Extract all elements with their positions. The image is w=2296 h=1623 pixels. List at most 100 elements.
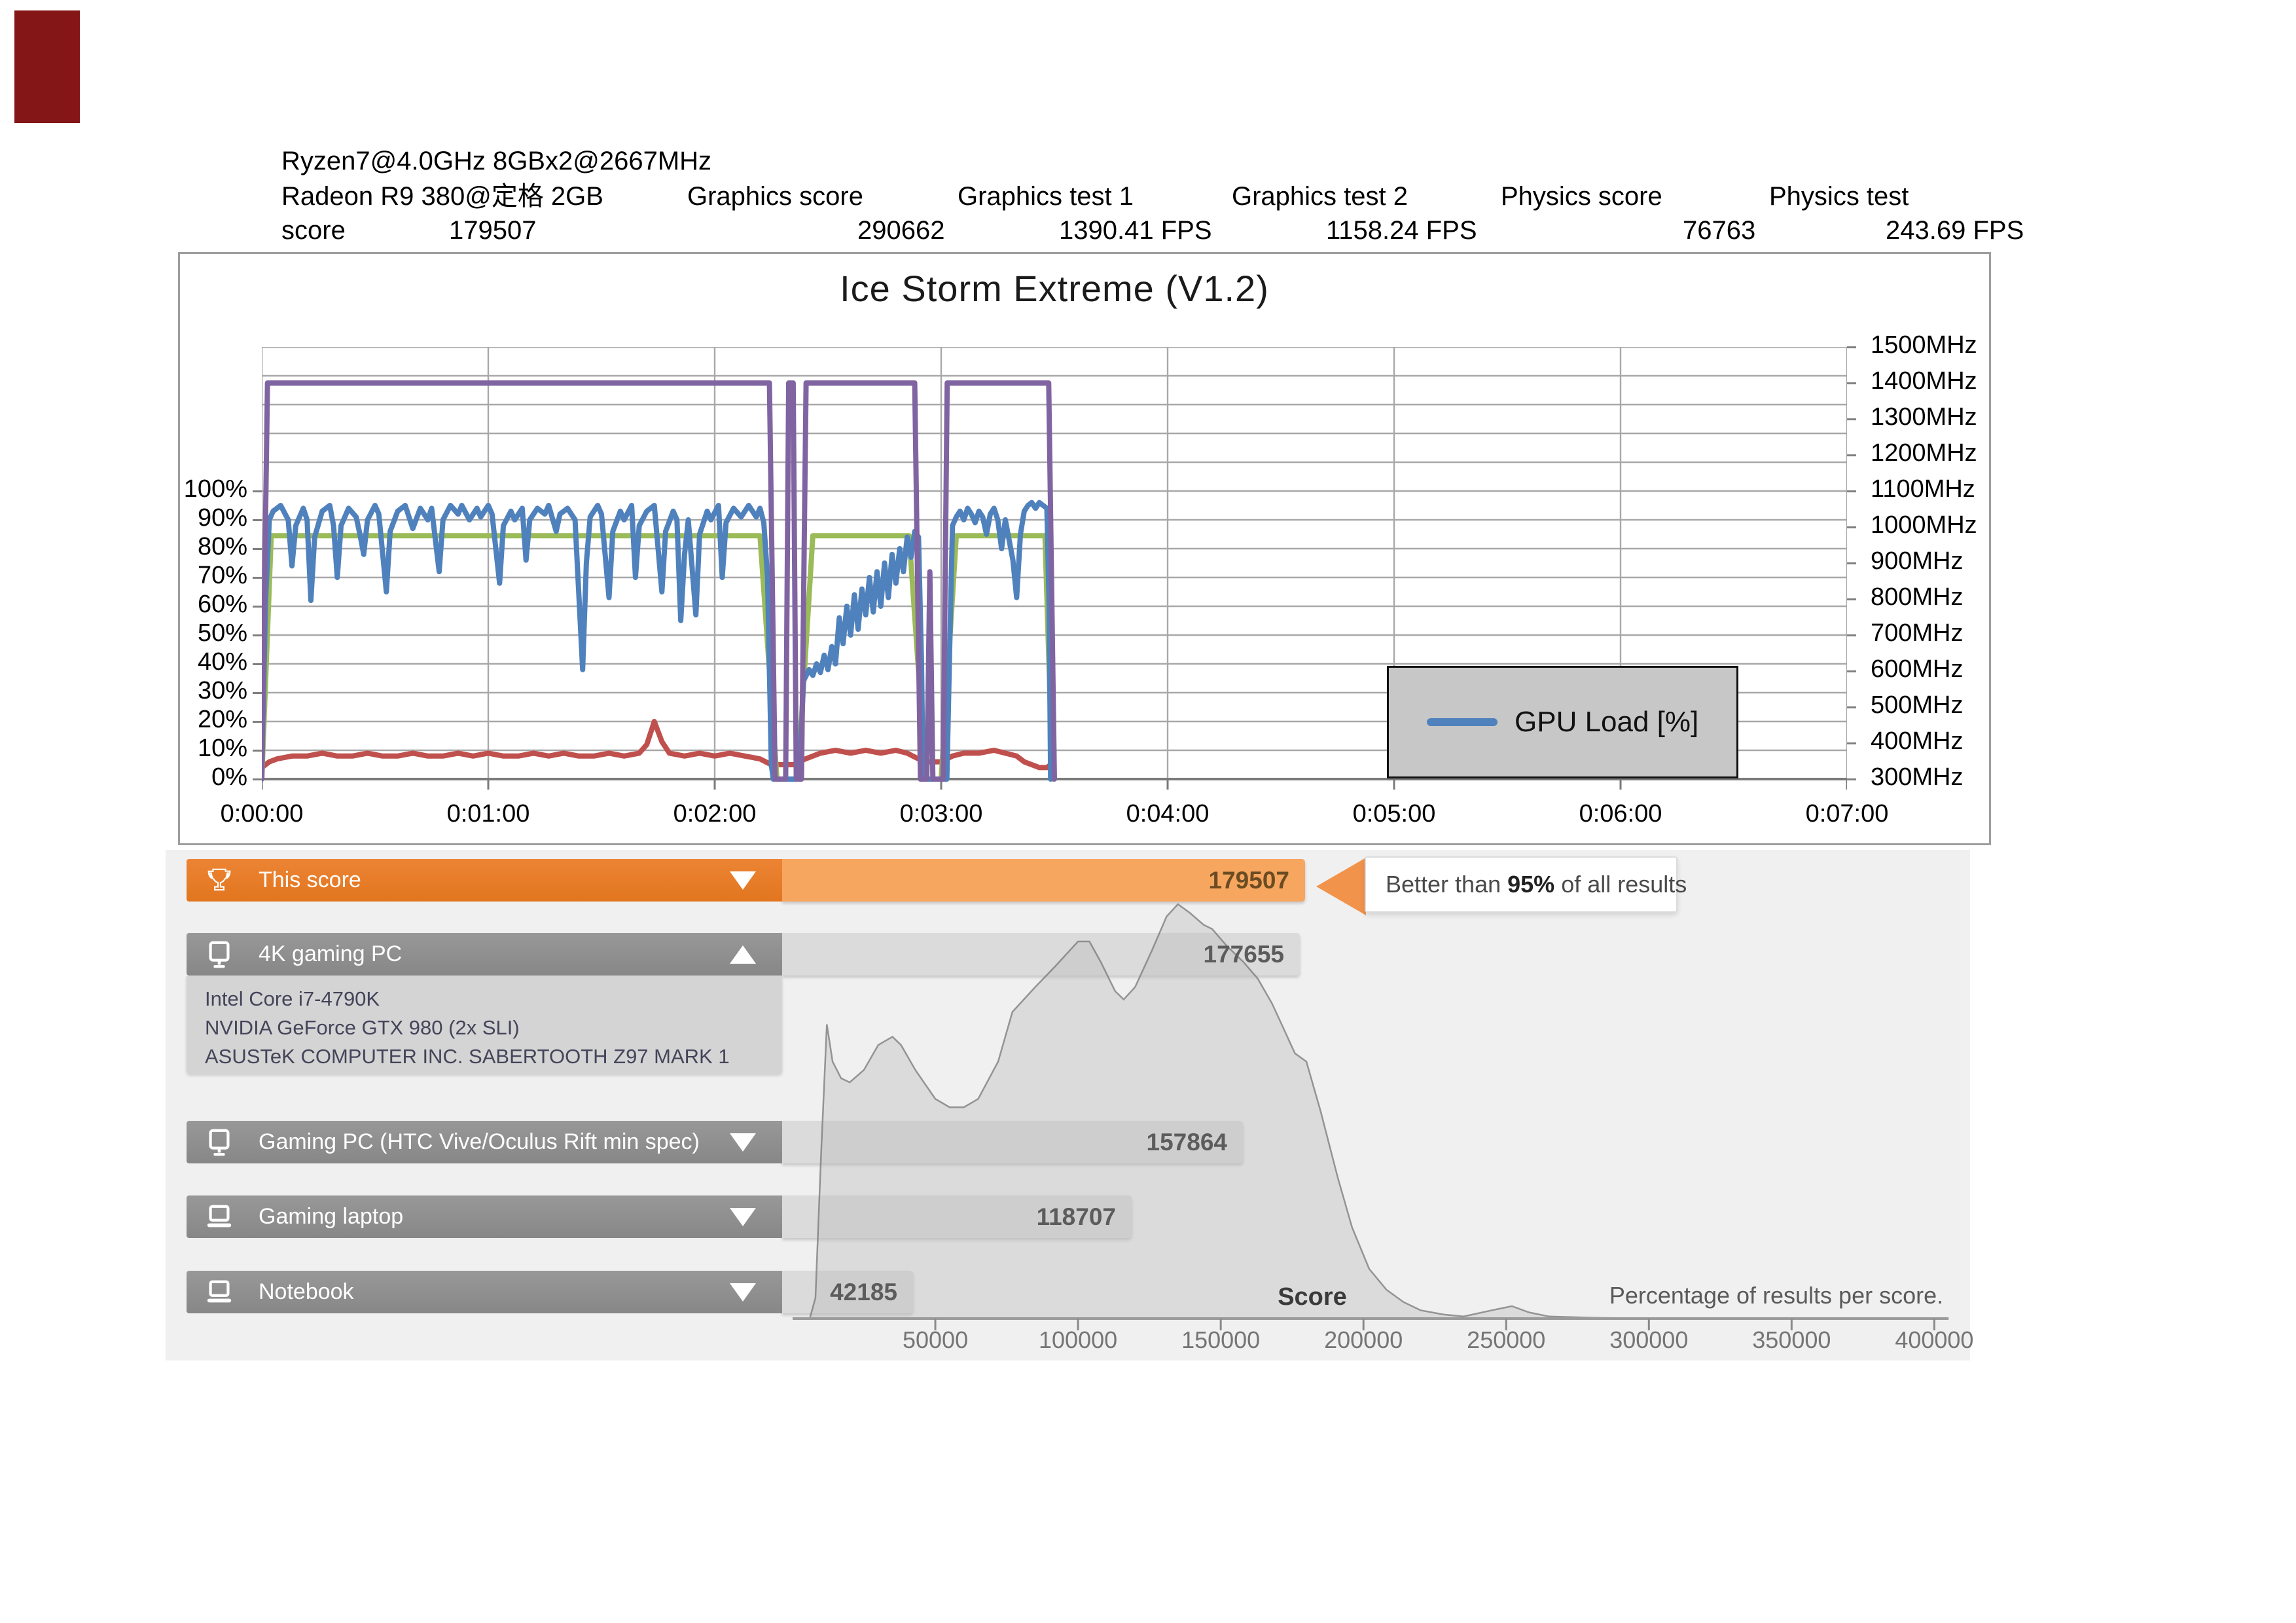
series-line-purple bbox=[262, 383, 1054, 779]
y-axis-tick-right bbox=[1847, 706, 1856, 708]
chevron-down-icon[interactable] bbox=[730, 1208, 756, 1226]
y-axis-tick-left bbox=[253, 490, 262, 492]
4k-gaming-pc-value: 177655 bbox=[1204, 933, 1284, 976]
desktop-pc-icon bbox=[202, 938, 236, 972]
details-motherboard: ASUSTeK COMPUTER INC. SABERTOOTH Z97 MAR… bbox=[205, 1042, 782, 1071]
distribution-note: Percentage of results per score. bbox=[1553, 1282, 2000, 1309]
y-axis-tick-right bbox=[1847, 490, 1856, 492]
score-comparison-panel: 179507 177655 157864 118707 42185 This s… bbox=[166, 850, 1970, 1360]
tooltip-percent: 95% bbox=[1507, 871, 1554, 898]
score-tick-label: 150000 bbox=[1155, 1326, 1286, 1354]
y-axis-tick-left bbox=[253, 692, 262, 694]
laptop-icon bbox=[202, 1200, 236, 1234]
gaming-pc-label: Gaming PC (HTC Vive/Oculus Rift min spec… bbox=[259, 1129, 730, 1155]
this-score-bar[interactable]: This score bbox=[187, 859, 782, 902]
y-axis-label-right: 1200MHz bbox=[1871, 439, 1977, 467]
y-axis-tick-left bbox=[253, 721, 262, 723]
y-axis-tick-right bbox=[1847, 418, 1856, 420]
y-axis-label-left: 10% bbox=[143, 735, 247, 763]
chevron-down-icon[interactable] bbox=[730, 1283, 756, 1302]
notebook-label: Notebook bbox=[259, 1279, 730, 1305]
score-tick-label: 300000 bbox=[1583, 1326, 1714, 1354]
y-axis-label-left: 30% bbox=[143, 677, 247, 705]
y-axis-label-right: 600MHz bbox=[1871, 655, 1964, 684]
physics-score-value: 76763 bbox=[1683, 215, 1755, 246]
graphics-score-header: Graphics score bbox=[687, 181, 863, 212]
this-score-label: This score bbox=[259, 867, 730, 893]
graphics-score-value: 290662 bbox=[857, 215, 944, 246]
chart-title: Ice Storm Extreme (V1.2) bbox=[262, 267, 1847, 310]
4k-gaming-pc-details: Intel Core i7-4790K NVIDIA GeForce GTX 9… bbox=[187, 976, 782, 1074]
y-axis-tick-right bbox=[1847, 526, 1856, 528]
x-axis-label: 0:04:00 bbox=[1089, 800, 1246, 828]
notebook-bar[interactable]: Notebook bbox=[187, 1271, 782, 1313]
gaming-laptop-label: Gaming laptop bbox=[259, 1204, 730, 1230]
physics-test-value: 243.69 FPS bbox=[1886, 215, 2024, 246]
y-axis-label-left: 20% bbox=[143, 706, 247, 734]
y-axis-tick-right bbox=[1847, 382, 1856, 384]
y-axis-label-left: 60% bbox=[143, 591, 247, 619]
y-axis-tick-left bbox=[253, 750, 262, 752]
y-axis-label-left: 90% bbox=[143, 504, 247, 532]
x-axis-label: 0:03:00 bbox=[863, 800, 1020, 828]
x-axis-label: 0:01:00 bbox=[410, 800, 567, 828]
y-axis-label-right: 800MHz bbox=[1871, 583, 1964, 611]
graphics-test2-value: 1158.24 FPS bbox=[1326, 215, 1477, 246]
this-score-value: 179507 bbox=[1209, 859, 1289, 902]
4k-gaming-pc-label: 4K gaming PC bbox=[259, 941, 730, 967]
gaming-laptop-value: 118707 bbox=[1037, 1195, 1116, 1238]
better-than-tooltip: Better than 95% of all results bbox=[1365, 856, 1677, 913]
gpu-name-cell: Radeon R9 380@定格 2GB bbox=[281, 181, 603, 212]
y-axis-label-left: 50% bbox=[143, 619, 247, 647]
score-tick-label: 50000 bbox=[870, 1326, 1001, 1354]
chevron-up-icon[interactable] bbox=[730, 945, 756, 964]
x-axis-label: 0:07:00 bbox=[1768, 800, 1926, 828]
y-axis-tick-left bbox=[253, 577, 262, 579]
legend-label: GPU Load [%] bbox=[1515, 706, 1698, 739]
score-tick-label: 200000 bbox=[1298, 1326, 1429, 1354]
graphics-test1-value: 1390.41 FPS bbox=[1059, 215, 1212, 246]
x-axis-label: 0:00:00 bbox=[183, 800, 340, 828]
y-axis-tick-right bbox=[1847, 562, 1856, 564]
4k-gaming-pc-bar[interactable]: 4K gaming PC bbox=[187, 933, 782, 976]
benchmark-result-page: Ryzen7@4.0GHz 8GBx2@2667MHz Radeon R9 38… bbox=[0, 0, 2296, 1623]
gaming-laptop-bar[interactable]: Gaming laptop bbox=[187, 1195, 782, 1238]
y-axis-label-right: 900MHz bbox=[1871, 547, 1964, 575]
score-tick-label: 400000 bbox=[1869, 1326, 2000, 1354]
trophy-icon bbox=[202, 864, 236, 898]
y-axis-tick-right bbox=[1847, 742, 1856, 744]
y-axis-label-right: 500MHz bbox=[1871, 691, 1964, 720]
y-axis-tick-left bbox=[253, 519, 262, 521]
chevron-down-icon[interactable] bbox=[730, 871, 756, 890]
y-axis-tick-right bbox=[1847, 778, 1856, 780]
y-axis-label-right: 1500MHz bbox=[1871, 331, 1977, 359]
y-axis-tick-right bbox=[1847, 346, 1856, 348]
score-label-cell: score bbox=[281, 215, 346, 246]
physics-test-header: Physics test bbox=[1769, 181, 1909, 212]
notebook-value: 42185 bbox=[830, 1271, 897, 1313]
y-axis-tick-left bbox=[253, 606, 262, 608]
y-axis-tick-right bbox=[1847, 670, 1856, 672]
y-axis-tick-right bbox=[1847, 598, 1856, 600]
gaming-pc-bar[interactable]: Gaming PC (HTC Vive/Oculus Rift min spec… bbox=[187, 1121, 782, 1163]
chevron-down-icon[interactable] bbox=[730, 1133, 756, 1152]
score-tick-label: 250000 bbox=[1441, 1326, 1571, 1354]
y-axis-tick-left bbox=[253, 663, 262, 665]
x-axis-label: 0:05:00 bbox=[1316, 800, 1473, 828]
physics-score-header: Physics score bbox=[1501, 181, 1662, 212]
score-tick-label: 100000 bbox=[1013, 1326, 1143, 1354]
tooltip-arrow-icon bbox=[1316, 858, 1366, 915]
y-axis-label-left: 80% bbox=[143, 533, 247, 561]
tooltip-text-post: of all results bbox=[1554, 871, 1687, 898]
y-axis-tick-left bbox=[253, 548, 262, 550]
y-axis-label-right: 400MHz bbox=[1871, 727, 1964, 756]
gpu-load-line-swatch bbox=[1427, 718, 1498, 726]
y-axis-label-right: 1400MHz bbox=[1871, 367, 1977, 395]
total-score-value: 179507 bbox=[449, 215, 536, 246]
details-gpu: NVIDIA GeForce GTX 980 (2x SLI) bbox=[205, 1013, 782, 1042]
y-axis-label-left: 100% bbox=[143, 475, 247, 503]
y-axis-label-right: 700MHz bbox=[1871, 619, 1964, 647]
score-tick-label: 350000 bbox=[1726, 1326, 1857, 1354]
tooltip-text-pre: Better than bbox=[1386, 871, 1507, 898]
chart-legend: GPU Load [%] bbox=[1387, 666, 1738, 778]
